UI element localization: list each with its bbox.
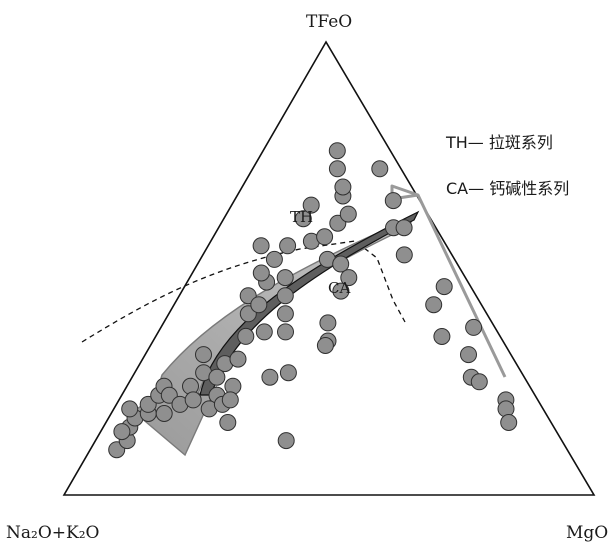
data-point [319,314,337,332]
data-point [460,346,477,364]
data-point [184,391,202,409]
legend-ca: CA— 钙碱性系列 [446,179,569,198]
data-point [500,414,518,431]
data-point [208,368,226,386]
apex-label-mgo: MgO [566,523,608,543]
data-point [252,264,270,282]
data-point [395,246,413,264]
data-point [277,323,294,341]
apex-label-na2o-k2o: Na₂O+K₂O [6,523,99,543]
data-point [339,205,357,223]
data-point [435,278,453,296]
ternary-frame [62,40,596,496]
field-label-th: TH [290,208,313,226]
data-point [465,318,483,336]
data-point [155,405,173,422]
field-label-ca: CA [328,279,350,297]
data-point [250,296,268,314]
data-point [255,323,273,341]
data-point [279,237,297,255]
data-point [276,287,294,305]
data-points [108,142,518,459]
data-point [237,327,255,345]
data-point [276,305,294,323]
data-point [229,350,247,368]
data-point [384,192,402,210]
data-point [340,269,358,287]
data-point [332,282,350,300]
data-point [195,346,212,364]
data-point [279,364,297,382]
th-ca-boundary-line [81,240,406,343]
data-point [334,178,352,196]
data-point [328,142,346,160]
data-point [294,210,312,228]
legend-th: TH— 拉斑系列 [445,133,553,152]
data-point [276,269,294,287]
data-point [113,423,131,441]
data-point [316,337,334,354]
data-point [252,237,270,255]
data-point [261,368,279,386]
data-point [395,219,413,237]
apex-label-tfeo: TFeO [306,12,352,32]
data-point [470,373,488,391]
data-point [265,250,283,268]
data-point [425,296,443,314]
data-point [121,400,139,418]
data-point [302,196,320,214]
data-point [332,255,350,273]
data-point [219,414,237,431]
data-point [221,391,239,409]
data-point [277,432,295,450]
data-point [433,328,451,345]
data-point [371,160,389,178]
data-point [316,228,334,246]
data-point [328,160,346,178]
